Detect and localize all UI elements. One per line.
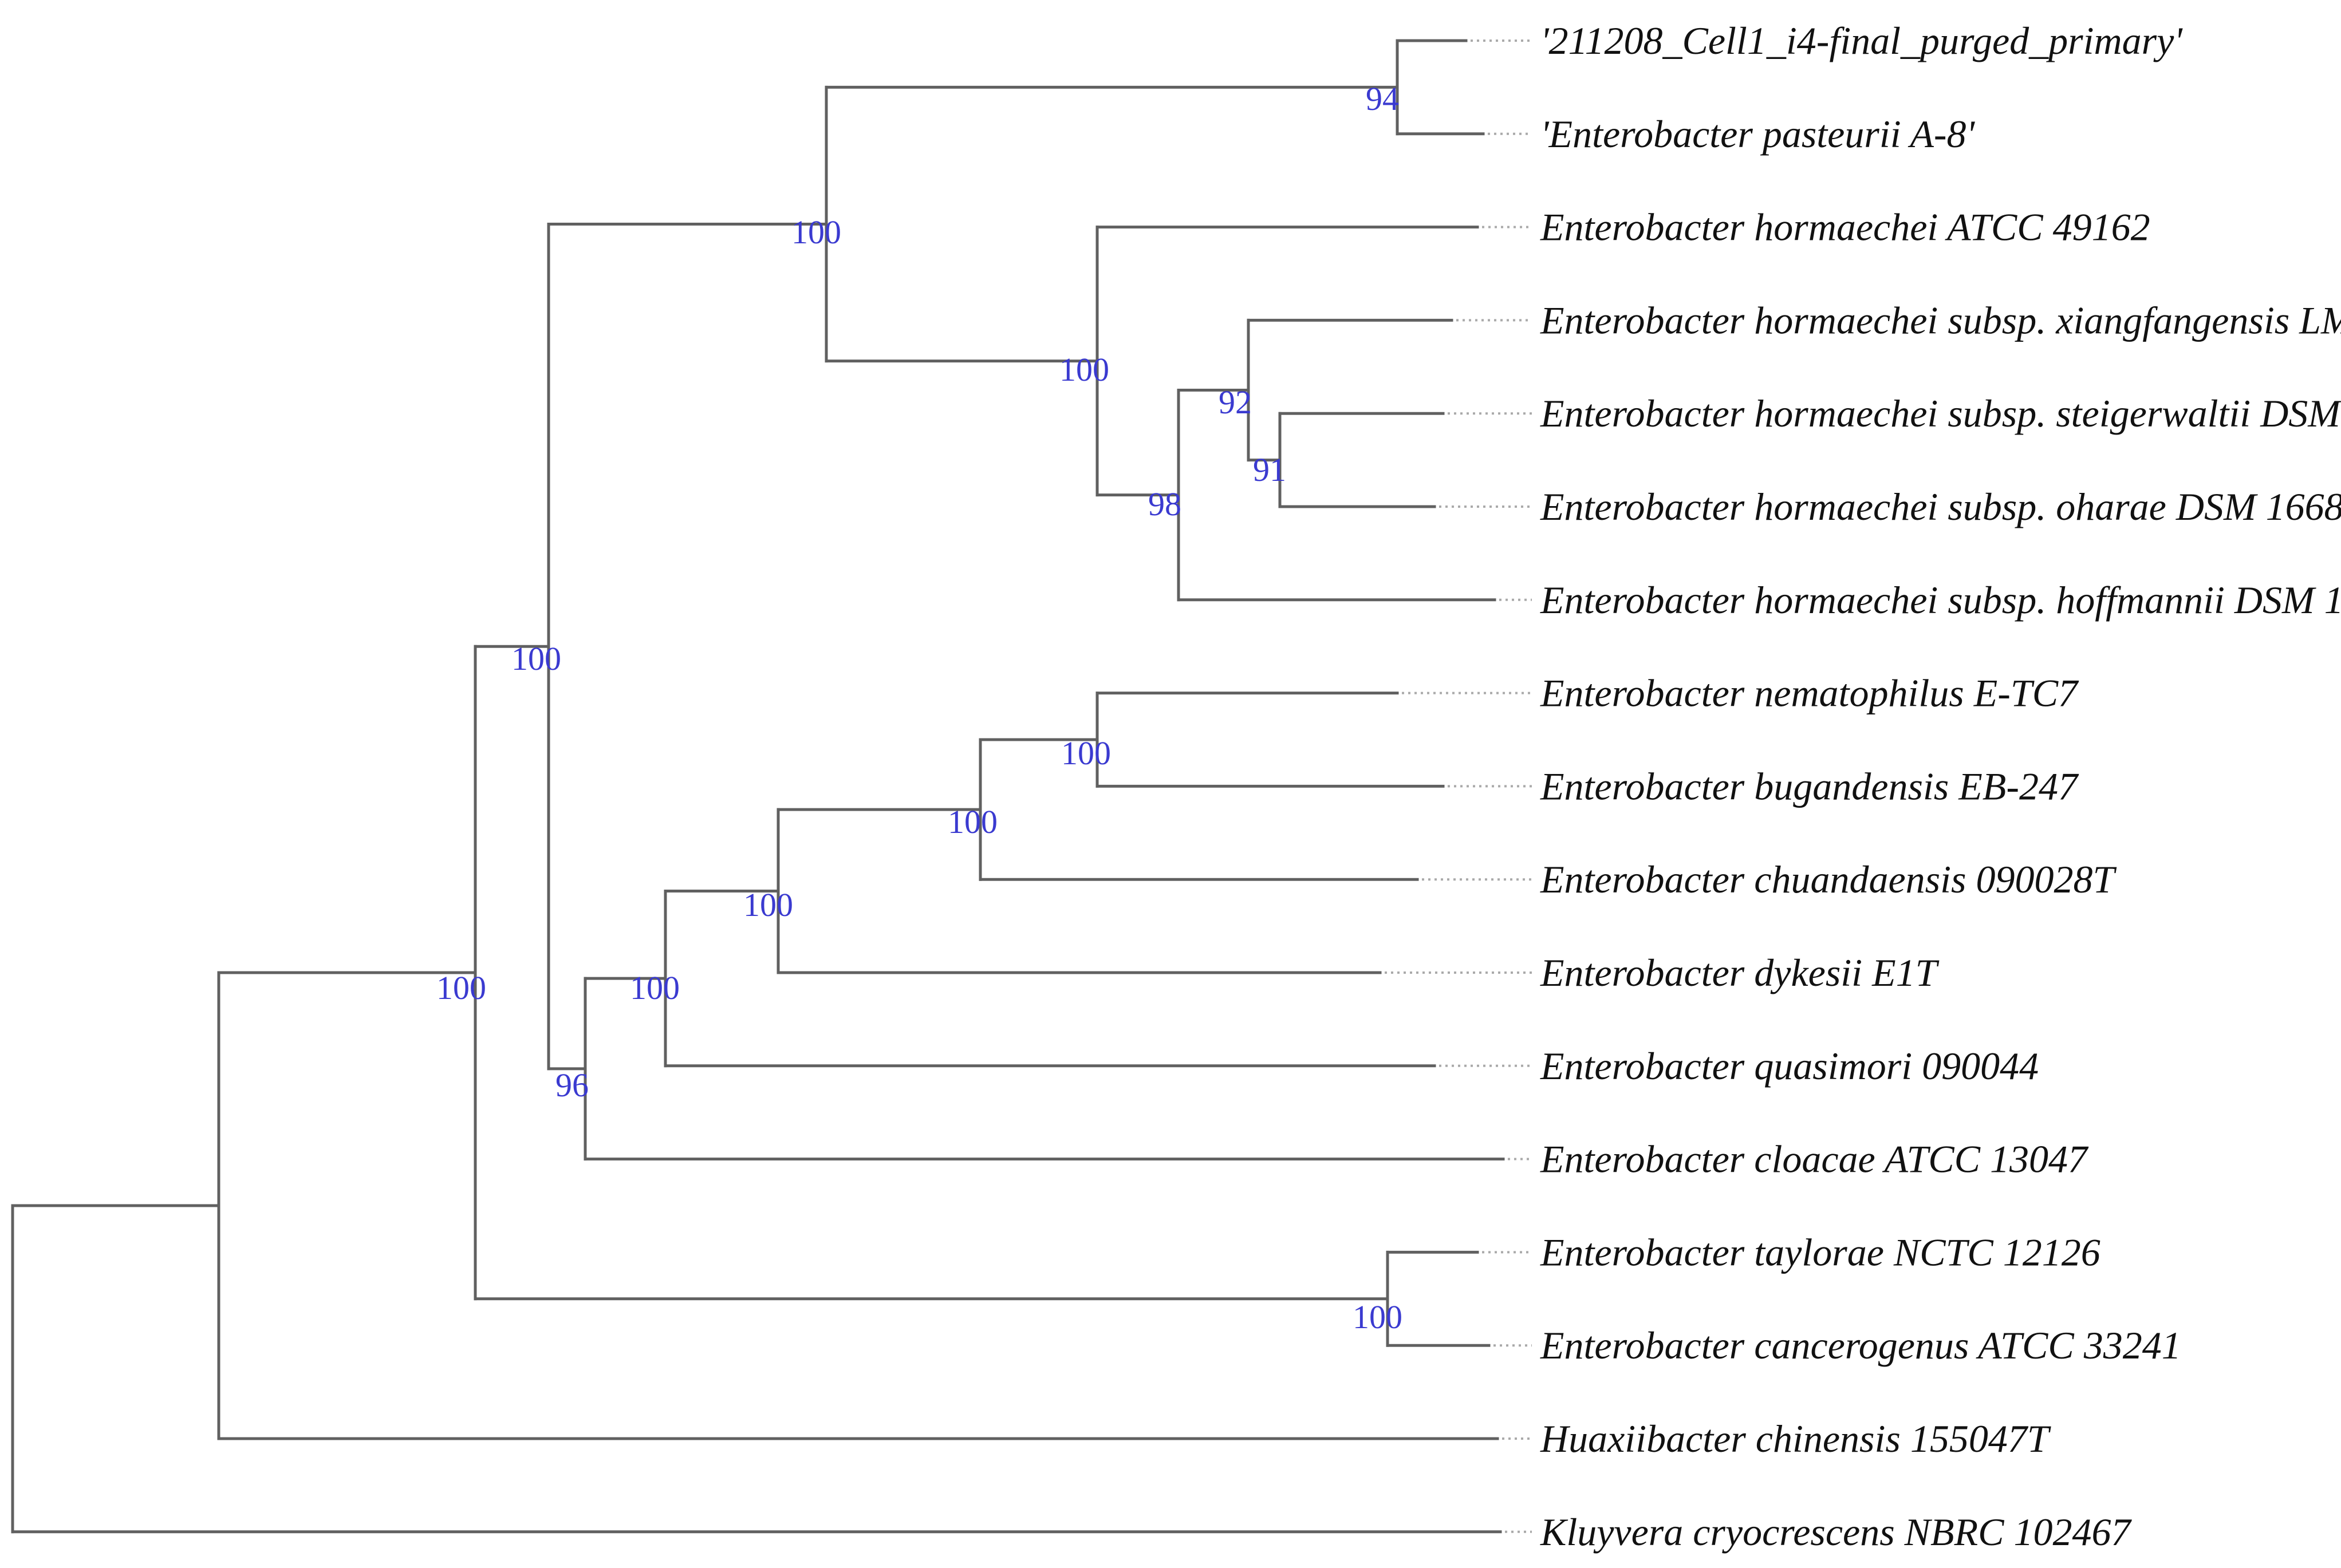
bootstrap-value: 98 bbox=[1148, 485, 1181, 523]
bootstrap-value: 100 bbox=[1059, 351, 1109, 388]
taxon-label: Enterobacter cloacae ATCC 13047 bbox=[1540, 1138, 2089, 1181]
taxon-label: Enterobacter hormaechei subsp. hoffmanni… bbox=[1540, 578, 2341, 622]
taxon-label: 'Enterobacter pasteurii A-8' bbox=[1540, 112, 1976, 156]
taxon-label: Enterobacter chuandaensis 090028T bbox=[1540, 858, 2117, 901]
taxon-label: Enterobacter hormaechei ATCC 49162 bbox=[1540, 206, 2150, 249]
taxon-label: Enterobacter dykesii E1T bbox=[1540, 951, 1940, 994]
taxon-label: Huaxiibacter chinensis 155047T bbox=[1540, 1417, 2051, 1460]
taxon-label: Enterobacter hormaechei subsp. steigerwa… bbox=[1540, 392, 2341, 435]
taxon-label: '211208_Cell1_i4-final_purged_primary' bbox=[1540, 19, 2183, 62]
bootstrap-value: 100 bbox=[791, 214, 841, 251]
taxon-label: Enterobacter quasimori 090044 bbox=[1540, 1044, 2039, 1088]
bootstrap-value: 100 bbox=[630, 969, 680, 1006]
bootstrap-value: 92 bbox=[1219, 384, 1252, 421]
taxon-label: Enterobacter taylorae NCTC 12126 bbox=[1540, 1230, 2100, 1274]
bootstrap-value: 100 bbox=[1061, 734, 1111, 772]
branches bbox=[11, 39, 1505, 1534]
bootstrap-value: 91 bbox=[1253, 451, 1286, 488]
taxon-labels: '211208_Cell1_i4-final_purged_primary' 'E… bbox=[1540, 19, 2341, 1554]
taxon-label: Enterobacter cancerogenus ATCC 33241 bbox=[1540, 1324, 2181, 1367]
leader-lines bbox=[1385, 40, 1532, 1533]
bootstrap-value: 100 bbox=[948, 803, 998, 840]
bootstrap-value: 100 bbox=[743, 886, 793, 923]
bootstrap-value: 94 bbox=[1366, 80, 1399, 117]
bootstrap-value: 100 bbox=[436, 969, 486, 1006]
bootstrap-value: 100 bbox=[511, 640, 561, 677]
taxon-label: Enterobacter hormaechei subsp. xiangfang… bbox=[1540, 298, 2341, 342]
bootstrap-value: 100 bbox=[1353, 1298, 1402, 1336]
taxon-label: Enterobacter hormaechei subsp. oharae DS… bbox=[1540, 485, 2341, 528]
taxon-label: Enterobacter nematophilus E-TC7 bbox=[1540, 672, 2079, 715]
bootstrap-value: 96 bbox=[555, 1067, 589, 1104]
taxon-label: Enterobacter bugandensis EB-247 bbox=[1540, 764, 2079, 808]
taxon-label: Kluyvera cryocrescens NBRC 102467 bbox=[1540, 1510, 2132, 1554]
